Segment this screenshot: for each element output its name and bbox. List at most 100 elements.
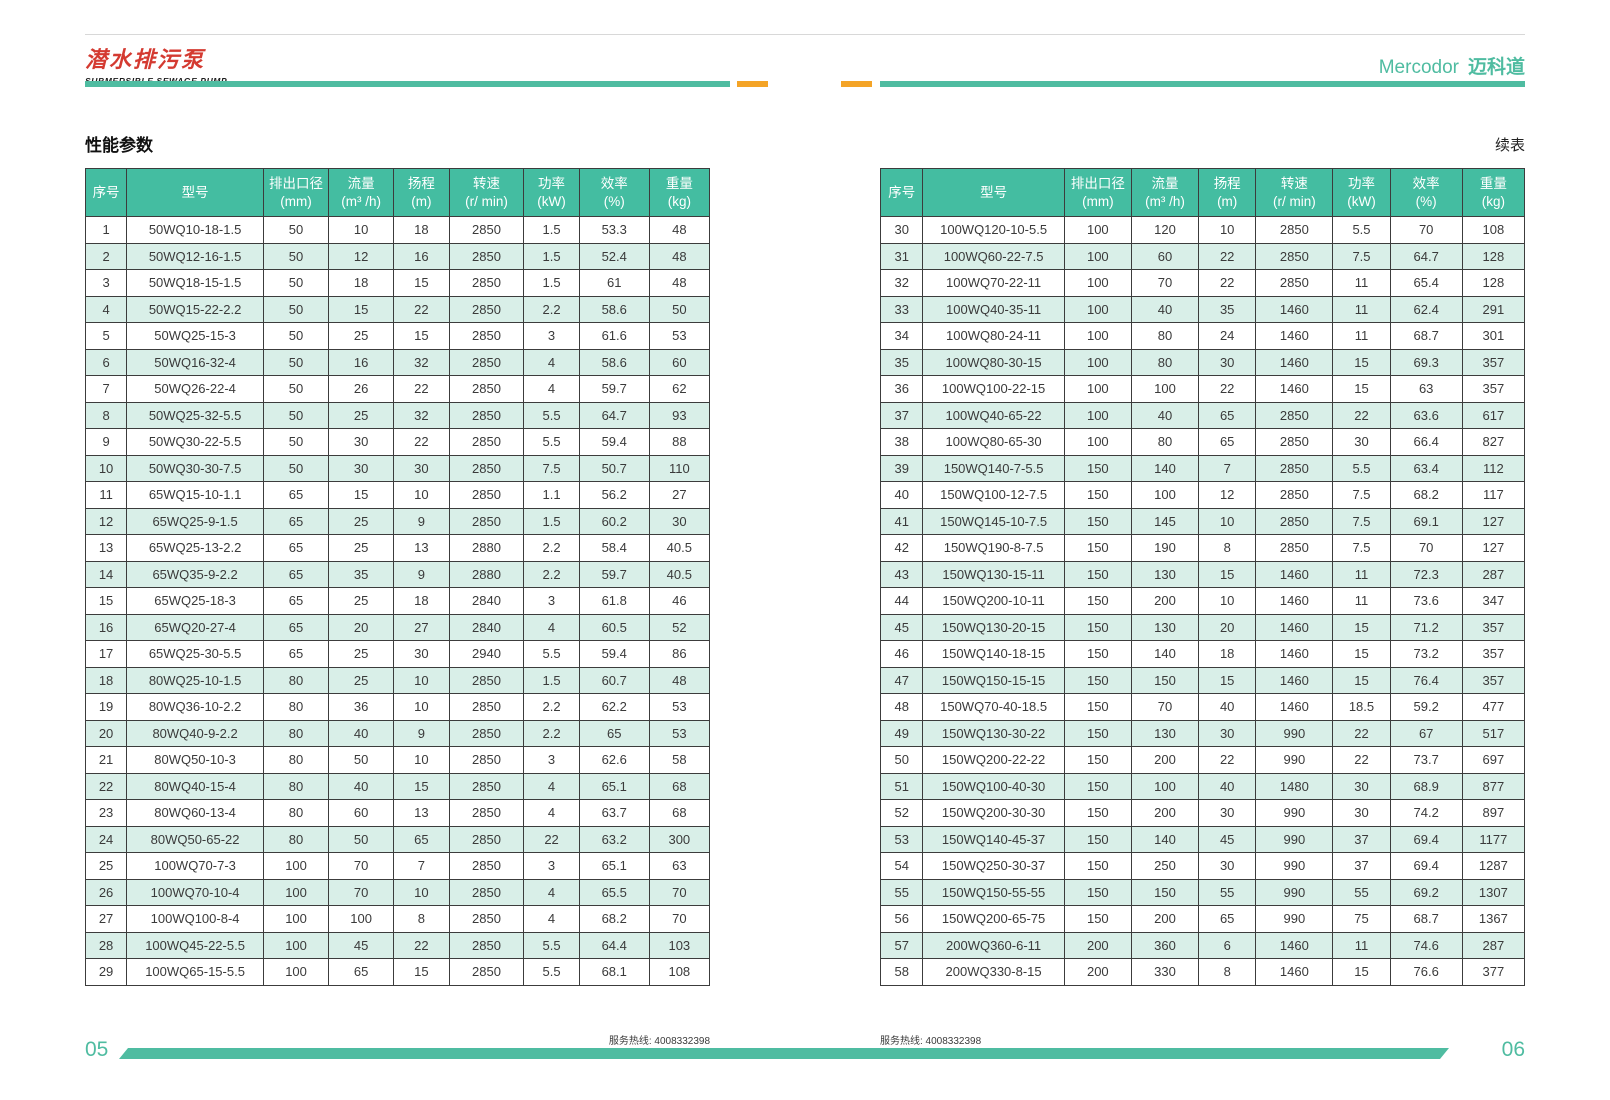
table-cell: 48 bbox=[648, 216, 711, 244]
table-cell: 18 bbox=[393, 587, 450, 615]
performance-table-left-page: 序号 型号 排出口径 (mm) 流量 (m³ /h) 扬程 (m) 转速 (r/ min) 功率 (k… bbox=[84, 168, 711, 986]
table-cell: 39 bbox=[879, 454, 924, 482]
column-header: 效率 (%) bbox=[578, 168, 650, 217]
table-cell: 4 bbox=[523, 613, 580, 641]
table-cell: 36 bbox=[328, 693, 395, 721]
table-cell: 11 bbox=[1332, 269, 1391, 297]
table-cell: 5 bbox=[84, 322, 128, 350]
table-cell: 50 bbox=[262, 401, 330, 429]
column-header: 型号 bbox=[922, 168, 1065, 217]
table-cell: 15 bbox=[328, 481, 395, 509]
table-cell: 7.5 bbox=[1332, 534, 1391, 562]
table-cell: 100 bbox=[1130, 772, 1200, 800]
table-cell: 25 bbox=[328, 534, 395, 562]
table-cell: 22 bbox=[1198, 242, 1257, 270]
table-cell: 20 bbox=[84, 719, 128, 747]
table-cell: 15 bbox=[393, 772, 450, 800]
table-cell: 59.2 bbox=[1389, 693, 1463, 721]
table-cell: 65 bbox=[262, 507, 330, 535]
table-cell: 8 bbox=[1198, 958, 1257, 986]
table-cell: 61 bbox=[578, 269, 650, 297]
table-row: 13 65WQ25-13-2.2 65 25 13 2880 2.2 58.4 40.5 bbox=[84, 534, 711, 562]
column-header: 功率 (kW) bbox=[523, 168, 580, 217]
table-cell: 48 bbox=[648, 242, 711, 270]
table-cell: 150WQ150-15-15 bbox=[922, 666, 1065, 694]
table-cell: 100WQ60-22-7.5 bbox=[922, 242, 1065, 270]
table-cell: 50 bbox=[262, 428, 330, 456]
table-cell: 64.7 bbox=[578, 401, 650, 429]
table-cell: 100 bbox=[1063, 348, 1132, 376]
table-cell: 20 bbox=[328, 613, 395, 641]
table-cell: 51 bbox=[879, 772, 924, 800]
table-cell: 11 bbox=[84, 481, 128, 509]
table-cell: 150 bbox=[1063, 534, 1132, 562]
table-cell: 30 bbox=[1198, 348, 1257, 376]
table-cell: 108 bbox=[1461, 216, 1526, 244]
table-cell: 1460 bbox=[1255, 295, 1334, 323]
table-cell: 2850 bbox=[1255, 269, 1334, 297]
table-cell: 28 bbox=[84, 931, 128, 959]
logo-title-cn: 潜水排污泵 bbox=[85, 47, 206, 72]
table-cell: 11 bbox=[1332, 560, 1391, 588]
table-cell: 2850 bbox=[448, 295, 525, 323]
table-cell: 5.5 bbox=[523, 958, 580, 986]
table-cell: 45 bbox=[328, 931, 395, 959]
table-cell: 150 bbox=[1130, 666, 1200, 694]
table-cell: 80 bbox=[1130, 348, 1200, 376]
table-cell: 10 bbox=[393, 746, 450, 774]
table-cell: 9 bbox=[393, 719, 450, 747]
table-cell: 48 bbox=[879, 693, 924, 721]
table-cell: 65 bbox=[1198, 428, 1257, 456]
table-cell: 5.5 bbox=[1332, 454, 1391, 482]
table-cell: 23 bbox=[84, 799, 128, 827]
table-cell: 73.7 bbox=[1389, 746, 1463, 774]
table-cell: 8 bbox=[1198, 534, 1257, 562]
table-row: 8 50WQ25-32-5.5 50 25 32 2850 5.5 64.7 93 bbox=[84, 401, 711, 429]
table-row: 45 150WQ130-20-15 150 130 20 1460 15 71.2 357 bbox=[879, 613, 1526, 641]
table-cell: 80WQ36-10-2.2 bbox=[126, 693, 264, 721]
table-cell: 25 bbox=[328, 666, 395, 694]
table-cell: 50.7 bbox=[578, 454, 650, 482]
table-row: 57 200WQ360-6-11 200 360 6 1460 11 74.6 287 bbox=[879, 931, 1526, 959]
table-row: 9 50WQ30-22-5.5 50 30 22 2850 5.5 59.4 88 bbox=[84, 428, 711, 456]
table-cell: 15 bbox=[1332, 640, 1391, 668]
column-header: 扬程 (m) bbox=[1198, 168, 1257, 217]
table-cell: 8 bbox=[84, 401, 128, 429]
table-row: 1 50WQ10-18-1.5 50 10 18 2850 1.5 53.3 48 bbox=[84, 216, 711, 244]
table-cell: 58.6 bbox=[578, 295, 650, 323]
table-cell: 291 bbox=[1461, 295, 1526, 323]
table-cell: 50WQ25-15-3 bbox=[126, 322, 264, 350]
table-cell: 150WQ130-30-22 bbox=[922, 719, 1065, 747]
table-cell: 4 bbox=[523, 878, 580, 906]
table-cell: 18 bbox=[393, 216, 450, 244]
table-cell: 2.2 bbox=[523, 719, 580, 747]
table-cell: 1287 bbox=[1461, 852, 1526, 880]
table-row: 54 150WQ250-30-37 150 250 30 990 37 69.4 1287 bbox=[879, 852, 1526, 880]
table-row: 33 100WQ40-35-11 100 40 35 1460 11 62.4 291 bbox=[879, 295, 1526, 323]
table-cell: 9 bbox=[84, 428, 128, 456]
table-cell: 76.4 bbox=[1389, 666, 1463, 694]
table-row: 20 80WQ40-9-2.2 80 40 9 2850 2.2 65 53 bbox=[84, 719, 711, 747]
table-cell: 58 bbox=[648, 746, 711, 774]
table-cell: 377 bbox=[1461, 958, 1526, 986]
table-cell: 59.7 bbox=[578, 375, 650, 403]
table-cell: 15 bbox=[1332, 375, 1391, 403]
table-cell: 48 bbox=[648, 666, 711, 694]
table-cell: 88 bbox=[648, 428, 711, 456]
table-cell: 7 bbox=[84, 375, 128, 403]
table-row: 47 150WQ150-15-15 150 150 15 1460 15 76.4 357 bbox=[879, 666, 1526, 694]
table-cell: 13 bbox=[393, 799, 450, 827]
table-cell: 2840 bbox=[448, 613, 525, 641]
table-cell: 200 bbox=[1063, 958, 1132, 986]
table-cell: 32 bbox=[879, 269, 924, 297]
table-cell: 80WQ25-10-1.5 bbox=[126, 666, 264, 694]
table-cell: 1.5 bbox=[523, 242, 580, 270]
column-header: 流量 (m³ /h) bbox=[328, 168, 395, 217]
table-cell: 71.2 bbox=[1389, 613, 1463, 641]
table-cell: 130 bbox=[1130, 613, 1200, 641]
table-cell: 15 bbox=[328, 295, 395, 323]
table-cell: 150WQ140-45-37 bbox=[922, 825, 1065, 853]
table-cell: 73.6 bbox=[1389, 587, 1463, 615]
table-cell: 86 bbox=[648, 640, 711, 668]
table-cell: 80 bbox=[262, 799, 330, 827]
